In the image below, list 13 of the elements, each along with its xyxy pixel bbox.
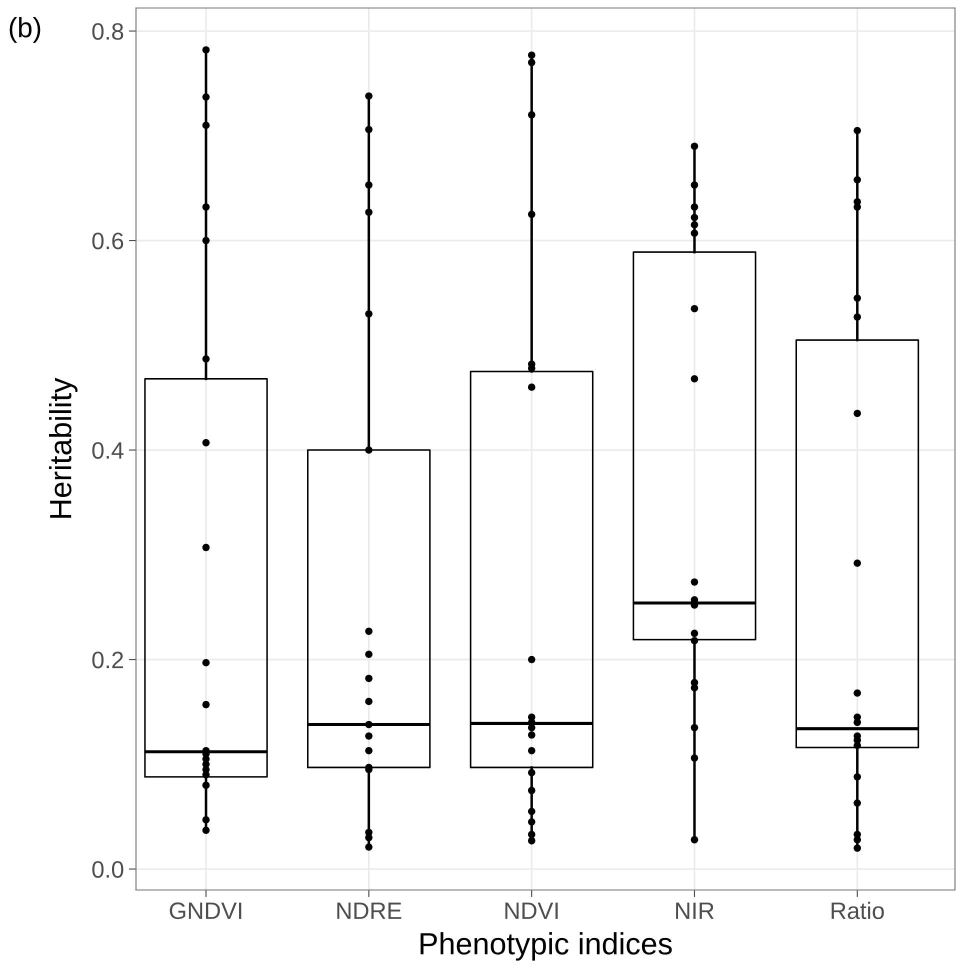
x-tick-label: NDVI — [505, 902, 558, 919]
y-tick-label: 0.2 — [92, 652, 124, 668]
x-tick-label: GNDVI — [170, 902, 242, 920]
x-tick-label: NDRE — [337, 902, 402, 919]
x-tick-label: NIR — [676, 902, 714, 919]
y-tick-label: 0.4 — [92, 442, 124, 459]
y-tick-label: 0.6 — [92, 232, 124, 250]
y-tick-label: 0.0 — [92, 861, 124, 878]
text: (b) — [10, 17, 40, 43]
y-tick-label: 0.8 — [92, 23, 124, 40]
y-axis-title: Heritability — [49, 378, 78, 518]
x-tick-label: Ratio — [832, 902, 884, 920]
x-axis-title: Phenotypic indices — [420, 932, 672, 961]
